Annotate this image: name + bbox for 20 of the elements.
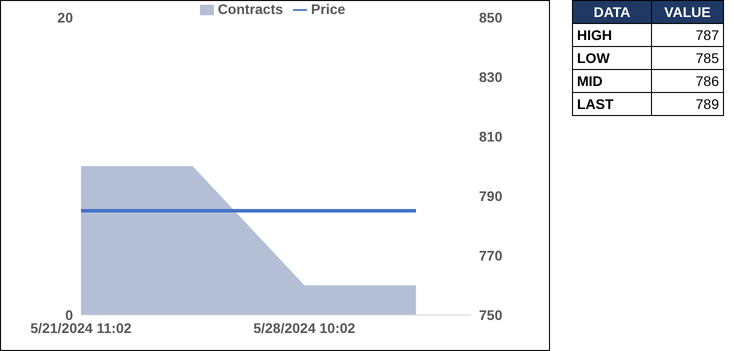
- category-label: LAST: [572, 92, 652, 116]
- y2-tick-label: 810: [479, 128, 503, 144]
- y-tick-label: 20: [57, 9, 74, 26]
- y2-tick-label: 790: [479, 188, 503, 204]
- text: DATA: [572, 0, 652, 24]
- y2-tick-label: 830: [479, 68, 503, 85]
- x-tick-label: 5/28/2024 10:02: [253, 320, 356, 336]
- legend-label: Contracts: [218, 1, 284, 17]
- category-label: HIGH: [572, 24, 652, 46]
- data-label: 785: [652, 46, 724, 70]
- data-label: 789: [652, 92, 724, 116]
- text: VALUE: [652, 0, 724, 24]
- y2-tick-label: 850: [479, 9, 503, 26]
- data-label: 787: [652, 24, 724, 46]
- category-label: MID: [572, 70, 652, 92]
- legend-label: Price: [311, 1, 346, 17]
- data-label: 786: [652, 70, 724, 92]
- y2-tick-label: 750: [479, 306, 503, 323]
- category-label: LOW: [572, 46, 652, 70]
- y2-tick-label: 770: [479, 247, 503, 264]
